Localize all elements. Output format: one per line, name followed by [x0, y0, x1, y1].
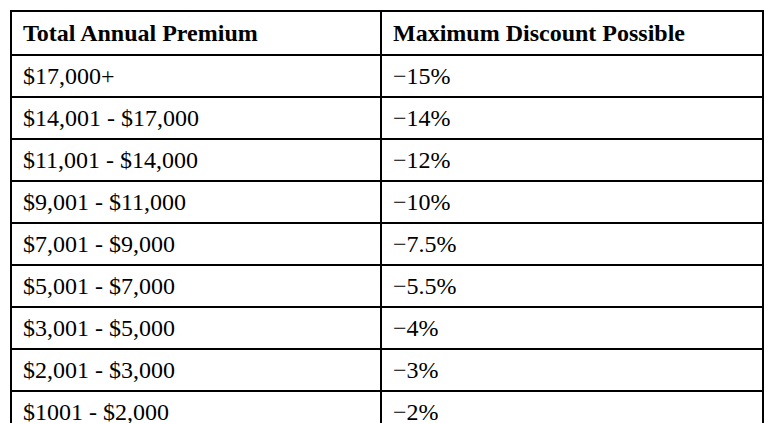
table-row: $1001 - $2,000 −2% [11, 391, 763, 423]
discount-cell: −12% [381, 139, 763, 181]
premium-cell: $3,001 - $5,000 [11, 307, 381, 349]
premium-cell: $7,001 - $9,000 [11, 223, 381, 265]
table-row: $5,001 - $7,000 −5.5% [11, 265, 763, 307]
premium-cell: $11,001 - $14,000 [11, 139, 381, 181]
header-maximum-discount-possible: Maximum Discount Possible [381, 11, 763, 55]
premium-cell: $2,001 - $3,000 [11, 349, 381, 391]
table-row: $7,001 - $9,000 −7.5% [11, 223, 763, 265]
discount-cell: −5.5% [381, 265, 763, 307]
discount-cell: −4% [381, 307, 763, 349]
table-row: $2,001 - $3,000 −3% [11, 349, 763, 391]
premium-cell: $14,001 - $17,000 [11, 97, 381, 139]
premium-cell: $17,000+ [11, 55, 381, 97]
premium-discount-table: Total Annual Premium Maximum Discount Po… [10, 10, 764, 423]
discount-cell: −3% [381, 349, 763, 391]
discount-cell: −15% [381, 55, 763, 97]
discount-cell: −10% [381, 181, 763, 223]
table-row: $11,001 - $14,000 −12% [11, 139, 763, 181]
premium-cell: $9,001 - $11,000 [11, 181, 381, 223]
premium-cell: $1001 - $2,000 [11, 391, 381, 423]
discount-cell: −2% [381, 391, 763, 423]
premium-cell: $5,001 - $7,000 [11, 265, 381, 307]
table-row: $3,001 - $5,000 −4% [11, 307, 763, 349]
table-header-row: Total Annual Premium Maximum Discount Po… [11, 11, 763, 55]
table-row: $9,001 - $11,000 −10% [11, 181, 763, 223]
discount-cell: −7.5% [381, 223, 763, 265]
page: Total Annual Premium Maximum Discount Po… [0, 0, 772, 423]
table-row: $17,000+ −15% [11, 55, 763, 97]
table-row: $14,001 - $17,000 −14% [11, 97, 763, 139]
discount-cell: −14% [381, 97, 763, 139]
header-total-annual-premium: Total Annual Premium [11, 11, 381, 55]
